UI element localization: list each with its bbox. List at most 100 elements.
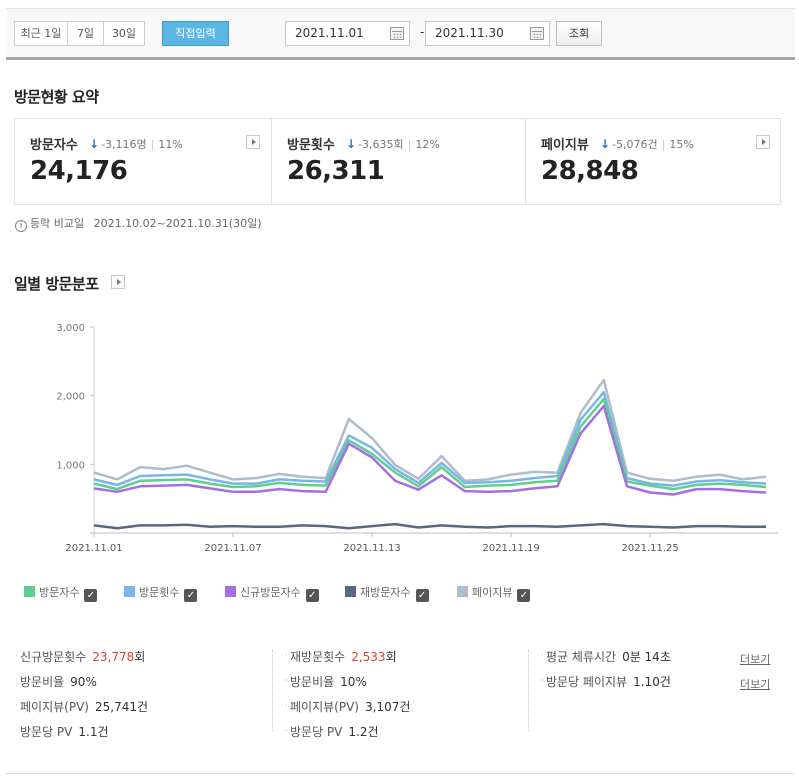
stat-unit: 회: [385, 650, 397, 664]
stat-value: 1.1: [78, 725, 98, 739]
legend-swatch: [24, 586, 35, 597]
period-1day-button[interactable]: 최근 1일: [14, 21, 68, 46]
stat-label: 방문비율: [290, 675, 335, 689]
diff-percent: 11%: [158, 138, 183, 151]
card-value: 26,311: [287, 156, 385, 186]
end-date-value: 2021.11.30: [435, 26, 504, 40]
stat-value: 2,533: [351, 650, 386, 664]
stat-value: 1.10: [633, 675, 660, 689]
start-date-input[interactable]: 2021.11.01: [285, 21, 410, 46]
period-custom-button[interactable]: 직접입력: [162, 21, 229, 46]
stat-label: 방문당 PV: [290, 725, 343, 739]
diff-value: -3,635회: [358, 138, 404, 151]
diff-percent: 15%: [669, 138, 694, 151]
card-label: 페이지뷰: [541, 138, 589, 153]
stat-label: 평균 체류시간: [546, 650, 617, 664]
legend-item-new-visitors[interactable]: 신규방문자수 ✓: [225, 584, 319, 602]
checkbox-icon[interactable]: ✓: [184, 589, 198, 602]
stat-row: · 방문당 페이지뷰 1.10건: [541, 675, 671, 689]
down-arrow-icon: ↓: [89, 137, 100, 151]
chart-title: 일별 방문분포: [14, 275, 99, 293]
diff-value: -3,116명: [101, 138, 147, 151]
stat-row: · 방문당 PV 1.1건: [15, 725, 109, 739]
legend-item-visitors[interactable]: 방문자수 ✓: [24, 584, 98, 602]
diff-percent: 12%: [415, 138, 440, 151]
stat-value: 23,778: [92, 650, 135, 664]
period-7days-button[interactable]: 7일: [67, 21, 104, 46]
stat-unit: 건: [367, 725, 379, 739]
x-tick-label: 2021.11.01: [65, 543, 122, 554]
stat-label: 방문비율: [20, 675, 65, 689]
stat-value: 10%: [340, 675, 367, 689]
y-tick-label: 2,000: [56, 392, 85, 403]
card-value: 24,176: [30, 156, 128, 186]
stat-row: · 재방문횟수 2,533회: [285, 650, 397, 664]
expand-arrow-icon[interactable]: [246, 135, 260, 149]
card-value: 28,848: [541, 156, 639, 186]
legend-label: 신규방문자수: [240, 586, 301, 599]
legend-label: 방문자수: [39, 586, 80, 599]
legend-item-visits[interactable]: 방문횟수 ✓: [124, 584, 198, 602]
y-tick-label: 3,000: [56, 323, 85, 334]
stat-row: · 방문비율 10%: [285, 675, 367, 689]
stat-row: · 신규방문횟수 23,778회: [15, 650, 146, 664]
legend-item-pageviews[interactable]: 페이지뷰 ✓: [457, 584, 531, 602]
stat-unit: 건: [659, 675, 671, 689]
legend-swatch: [457, 586, 468, 597]
stat-label: 방문당 PV: [20, 725, 73, 739]
checkbox-icon[interactable]: ✓: [305, 589, 319, 602]
divider: [528, 650, 529, 732]
legend-label: 방문횟수: [139, 586, 180, 599]
stat-value: 25,741: [94, 700, 137, 714]
revisits-stats: · 재방문횟수 2,533회 · 방문비율 10% · 페이지뷰(PV) 3,107건 · 방…: [285, 648, 411, 748]
date-range-separator: -: [420, 25, 425, 39]
expand-arrow-icon[interactable]: [756, 135, 770, 149]
calendar-icon[interactable]: [530, 27, 544, 40]
legend-label: 재방문자수: [360, 586, 411, 599]
note-label: 등락 비교일: [30, 217, 85, 230]
chart-expand-icon[interactable]: [111, 275, 125, 289]
start-date-value: 2021.11.01: [295, 26, 364, 40]
end-date-input[interactable]: 2021.11.30: [425, 21, 550, 46]
diff-value: -5,076건: [612, 138, 658, 151]
stat-row: · 방문비율 90%: [15, 675, 97, 689]
calendar-icon[interactable]: [390, 27, 404, 40]
down-arrow-icon: ↓: [346, 137, 357, 151]
stat-unit: 건: [399, 700, 411, 714]
new-visits-stats: · 신규방문횟수 23,778회 · 방문비율 90% · 페이지뷰(PV) 25,741건…: [15, 648, 149, 748]
legend-item-returning-visitors[interactable]: 재방문자수 ✓: [345, 584, 429, 602]
stat-unit: 회: [134, 650, 146, 664]
card-diff: ↓ -3,116명 | 11%: [89, 137, 183, 151]
stat-unit: 건: [136, 700, 149, 714]
stat-value: 0분 14초: [622, 650, 671, 664]
checkbox-icon[interactable]: ✓: [415, 589, 429, 602]
summary-title: 방문현황 요약: [14, 88, 99, 106]
legend-swatch: [124, 586, 135, 597]
checkbox-icon[interactable]: ✓: [517, 589, 531, 602]
stat-row: · 평균 체류시간 0분 14초: [541, 650, 671, 664]
search-button[interactable]: 조회: [556, 21, 602, 46]
checkbox-icon[interactable]: ✓: [84, 589, 98, 602]
divider: [272, 650, 273, 732]
series-line-1: [93, 397, 767, 491]
period-30days-button[interactable]: 30일: [103, 21, 145, 46]
card-diff: ↓ -3,635회 | 12%: [346, 137, 440, 151]
legend-swatch: [225, 586, 236, 597]
card-diff: ↓ -5,076건 | 15%: [600, 137, 694, 151]
visitors-card: 방문자수 ↓ -3,116명 | 11% 24,176: [15, 119, 271, 204]
series-line-2: [93, 390, 767, 487]
stat-label: 재방문횟수: [290, 650, 346, 664]
more-link-pages[interactable]: 더보기: [740, 678, 771, 691]
bottom-divider: [6, 773, 795, 774]
legend-label: 페이지뷰: [472, 586, 513, 599]
more-link-duration[interactable]: 더보기: [740, 653, 771, 666]
stat-value: 1.2: [348, 725, 368, 739]
stat-label: 페이지뷰(PV): [290, 700, 359, 714]
series-line-4: [93, 522, 766, 530]
x-tick-label: 2021.11.07: [204, 543, 261, 554]
x-tick-label: 2021.11.19: [482, 543, 539, 554]
engagement-stats: · 평균 체류시간 0분 14초 · 방문당 페이지뷰 1.10건: [541, 648, 671, 698]
x-tick-label: 2021.11.13: [343, 543, 400, 554]
down-arrow-icon: ↓: [600, 137, 611, 151]
visits-card: 방문횟수 ↓ -3,635회 | 12% 26,311: [271, 119, 525, 204]
